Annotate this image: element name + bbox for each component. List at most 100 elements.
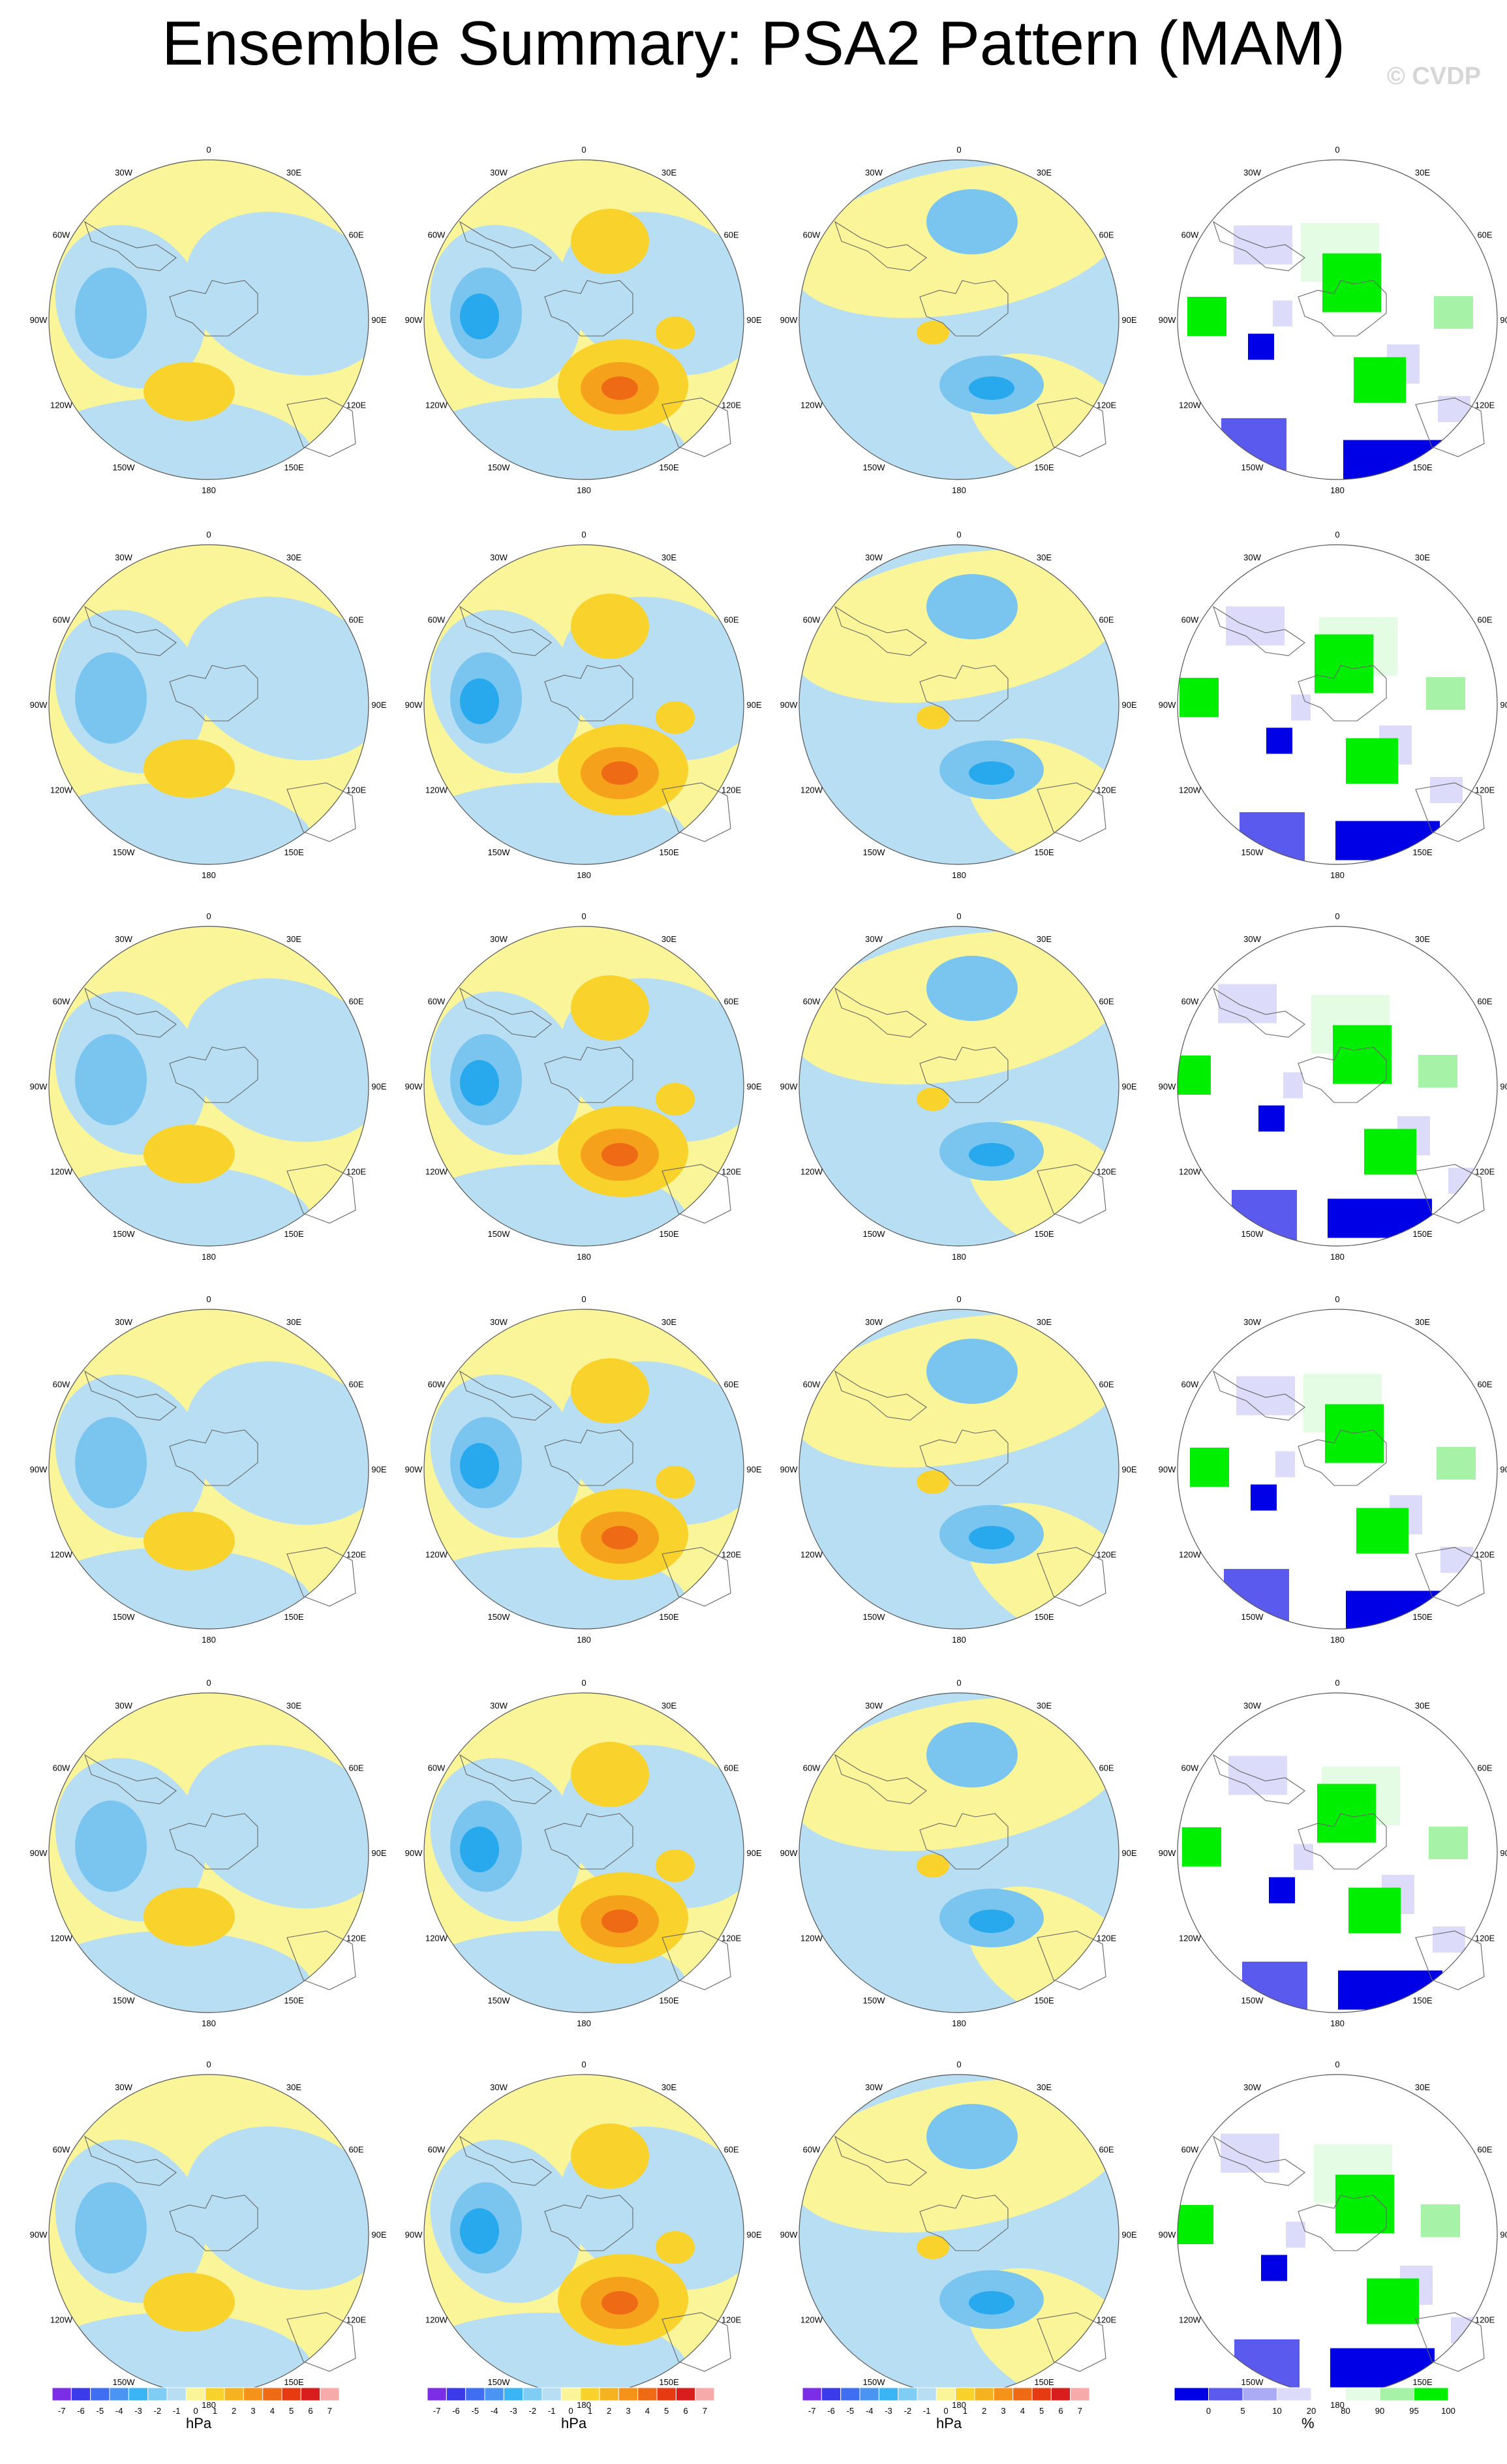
australia-coastline	[662, 1547, 731, 1607]
lon-label: 120E	[722, 1167, 742, 1177]
colorbar-swatch	[503, 2387, 524, 2401]
positive-core	[571, 2123, 649, 2189]
lon-label: 60E	[348, 230, 363, 240]
polar-map-era5: 0 30E 60E 90E 120E 150E 180 150W 120W 90W 60W 30W	[405, 1678, 762, 2028]
negative-core	[926, 956, 1018, 1021]
colorbar-swatch	[109, 2387, 129, 2401]
lon-label: 60E	[723, 230, 738, 240]
colorbar-tick-label: -5	[847, 2406, 855, 2416]
south-america-coastline	[84, 1754, 177, 1804]
lon-label: 90E	[371, 1465, 386, 1474]
negative-core	[926, 1339, 1018, 1404]
lon-label: 60E	[348, 2145, 363, 2155]
lon-label: 30W	[490, 2082, 508, 2092]
rank-cell-block	[1275, 1451, 1295, 1478]
australia-coastline	[1037, 1547, 1106, 1607]
colorbar-tick-label: -4	[866, 2406, 874, 2416]
lon-label: 120W	[425, 785, 448, 795]
lon-label: 150E	[1034, 2377, 1054, 2387]
lon-label: 150W	[113, 1229, 136, 1239]
lon-label: 150W	[113, 1996, 136, 2005]
lon-label: 60W	[428, 1380, 446, 1390]
colorbar-tick-label: -1	[923, 2406, 931, 2416]
lon-label: 90W	[780, 700, 798, 710]
map-boundary	[423, 159, 744, 480]
colorbar-tick-label: 3	[251, 2406, 255, 2416]
panel-diff-row2: 0 30E 60E 90E 120E 150E 180 150W 120W 90W 60W 30W	[770, 509, 1147, 894]
lon-label: 0	[956, 2060, 961, 2069]
antarctica-coastline	[169, 665, 258, 722]
lon-label: 30E	[286, 1317, 301, 1327]
colorbar-swatch	[802, 2387, 822, 2401]
rank-cell-block	[1429, 1827, 1468, 1859]
lon-label: 150W	[1241, 2377, 1264, 2387]
lon-label: 90W	[780, 315, 798, 325]
lon-label: 0	[1335, 1294, 1339, 1304]
lon-label: 30E	[286, 2082, 301, 2092]
map-boundary	[423, 1692, 744, 2013]
lon-label: 30W	[490, 934, 508, 944]
colorbar-swatch	[695, 2387, 715, 2401]
negative-peak	[969, 1143, 1014, 1166]
lon-label: 90E	[1500, 1465, 1507, 1474]
lon-label: 0	[1335, 911, 1339, 921]
lon-label: 30E	[1037, 934, 1052, 944]
lon-label: 150E	[1412, 1229, 1433, 1239]
lon-label: 30E	[662, 2082, 677, 2092]
lon-label: 30W	[865, 2082, 883, 2092]
colorbar-swatch	[1208, 2387, 1243, 2401]
colorbar-swatch	[1070, 2387, 1090, 2401]
panel-rank-row1: 0 30E 60E 90E 120E 150E 180 150W 120W 90W 60W 30W	[1148, 124, 1507, 509]
watermark: © CVDP	[1386, 63, 1481, 90]
lon-label: 90E	[1500, 2230, 1507, 2240]
lon-label: 90E	[371, 315, 386, 325]
lon-label: 30W	[1243, 934, 1261, 944]
lon-label: 90W	[1159, 1465, 1176, 1474]
rank-cell-block	[1325, 1404, 1384, 1463]
polar-map-model: 0 30E 60E 90E 120E 150E 180 150W 120W 90W 60W 30W	[30, 1294, 387, 1645]
positive-peak	[601, 1909, 638, 1933]
negative-core	[75, 1801, 147, 1892]
panel-model-row4: 0 30E 60E 90E 120E 150E 180 150W 120W 90W 60W 30W	[20, 1273, 397, 1658]
lon-label: 120E	[1097, 2315, 1117, 2325]
colorbar-tick-label: 1	[963, 2406, 967, 2416]
lon-label: 150W	[488, 1229, 511, 1239]
lon-label: 30W	[865, 934, 883, 944]
lon-label: 60W	[428, 997, 446, 1007]
rank-cell-block	[1251, 1484, 1277, 1511]
lon-label: 60E	[1099, 615, 1114, 625]
colorbar-tick-label: -6	[827, 2406, 835, 2416]
lon-label: 120W	[1179, 401, 1202, 410]
colorbar-tick-label: 6	[1058, 2406, 1063, 2416]
colorbar-tick-label: 5	[1240, 2406, 1245, 2416]
lon-label: 60E	[348, 1763, 363, 1773]
polar-map-rank: 0 30E 60E 90E 120E 150E 180 150W 120W 90W 60W 30W	[1159, 1294, 1507, 1645]
polar-map-diff: 0 30E 60E 90E 120E 150E 180 150W 120W 90W 60W 30W	[780, 2060, 1137, 2410]
lon-label: 30E	[1037, 553, 1052, 562]
panel-diff-row1: 0 30E 60E 90E 120E 150E 180 150W 120W 90W 60W 30W	[770, 124, 1147, 509]
lon-label: 60E	[1099, 997, 1114, 1007]
rank-cell-block	[1221, 2133, 1279, 2173]
positive-core	[656, 1849, 695, 1882]
lon-label: 90W	[405, 1848, 423, 1858]
lon-label: 120W	[425, 401, 448, 410]
lon-label: 150W	[1241, 847, 1264, 857]
lon-label: 30W	[490, 168, 508, 177]
colorbar-tick-label: 4	[1020, 2406, 1025, 2416]
south-america-coastline	[1212, 987, 1305, 1038]
panel-rank-row5: 0 30E 60E 90E 120E 150E 180 150W 120W 90W 60W 30W	[1148, 1657, 1507, 2042]
colorbar-rank: 0 5 10 20 80 90 95 100%	[1174, 2387, 1455, 2431]
lon-label: 60W	[803, 2145, 821, 2155]
lon-label: 180	[202, 870, 216, 880]
south-america-coastline	[834, 605, 927, 656]
positive-core	[571, 1358, 649, 1423]
colorbar-tick-label: -6	[452, 2406, 460, 2416]
lon-label: 60E	[1099, 1763, 1114, 1773]
positive-core	[656, 1083, 695, 1116]
lon-label: 90W	[30, 315, 48, 325]
negative-region	[49, 1931, 313, 2013]
lon-label: 30W	[115, 168, 132, 177]
lon-label: 90E	[746, 2230, 761, 2240]
rank-cell-block	[1433, 1926, 1465, 1953]
map-boundary	[1177, 159, 1498, 480]
